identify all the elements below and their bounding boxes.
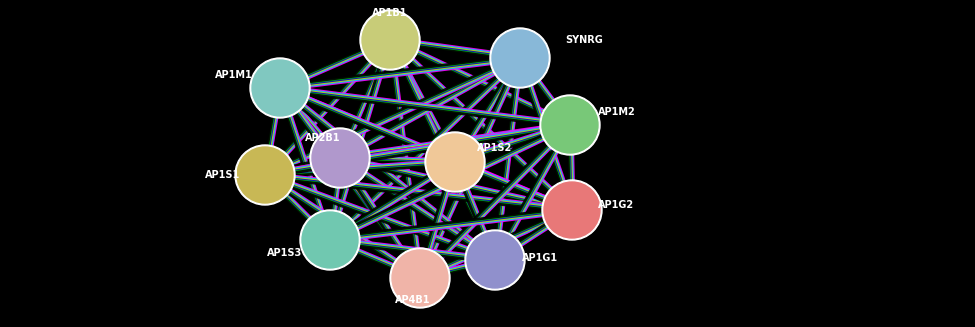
Text: AP1S2: AP1S2	[477, 143, 512, 153]
Circle shape	[237, 147, 293, 203]
Text: AP1S3: AP1S3	[267, 248, 302, 258]
Circle shape	[235, 145, 295, 205]
Circle shape	[472, 237, 518, 283]
Text: AP4B1: AP4B1	[395, 295, 431, 305]
Circle shape	[242, 152, 288, 198]
Circle shape	[317, 135, 363, 181]
Circle shape	[392, 250, 448, 306]
Text: SYNRG: SYNRG	[565, 35, 603, 45]
Circle shape	[252, 60, 308, 116]
Circle shape	[425, 132, 485, 192]
Circle shape	[312, 130, 368, 186]
Circle shape	[367, 17, 413, 63]
Text: AP1G2: AP1G2	[598, 200, 634, 210]
Circle shape	[467, 232, 523, 288]
Circle shape	[540, 95, 600, 155]
Text: AP1M1: AP1M1	[215, 70, 253, 80]
Circle shape	[547, 102, 593, 148]
Circle shape	[497, 35, 543, 81]
Text: AP1S1: AP1S1	[205, 170, 240, 180]
Circle shape	[257, 65, 303, 111]
Text: AP1B1: AP1B1	[372, 8, 408, 18]
Text: AP2B1: AP2B1	[305, 133, 340, 143]
Circle shape	[250, 58, 310, 118]
Circle shape	[427, 134, 483, 190]
Circle shape	[549, 187, 595, 233]
Circle shape	[360, 10, 420, 70]
Text: AP1M2: AP1M2	[598, 107, 636, 117]
Circle shape	[397, 255, 443, 301]
Circle shape	[307, 217, 353, 263]
Circle shape	[390, 248, 450, 308]
Circle shape	[544, 182, 600, 238]
Circle shape	[542, 97, 598, 153]
Circle shape	[542, 180, 602, 240]
Circle shape	[492, 30, 548, 86]
Text: AP1G1: AP1G1	[522, 253, 558, 263]
Circle shape	[465, 230, 525, 290]
Circle shape	[302, 212, 358, 268]
Circle shape	[432, 139, 478, 185]
Circle shape	[362, 12, 418, 68]
Circle shape	[300, 210, 360, 270]
Circle shape	[310, 128, 370, 188]
Circle shape	[490, 28, 550, 88]
